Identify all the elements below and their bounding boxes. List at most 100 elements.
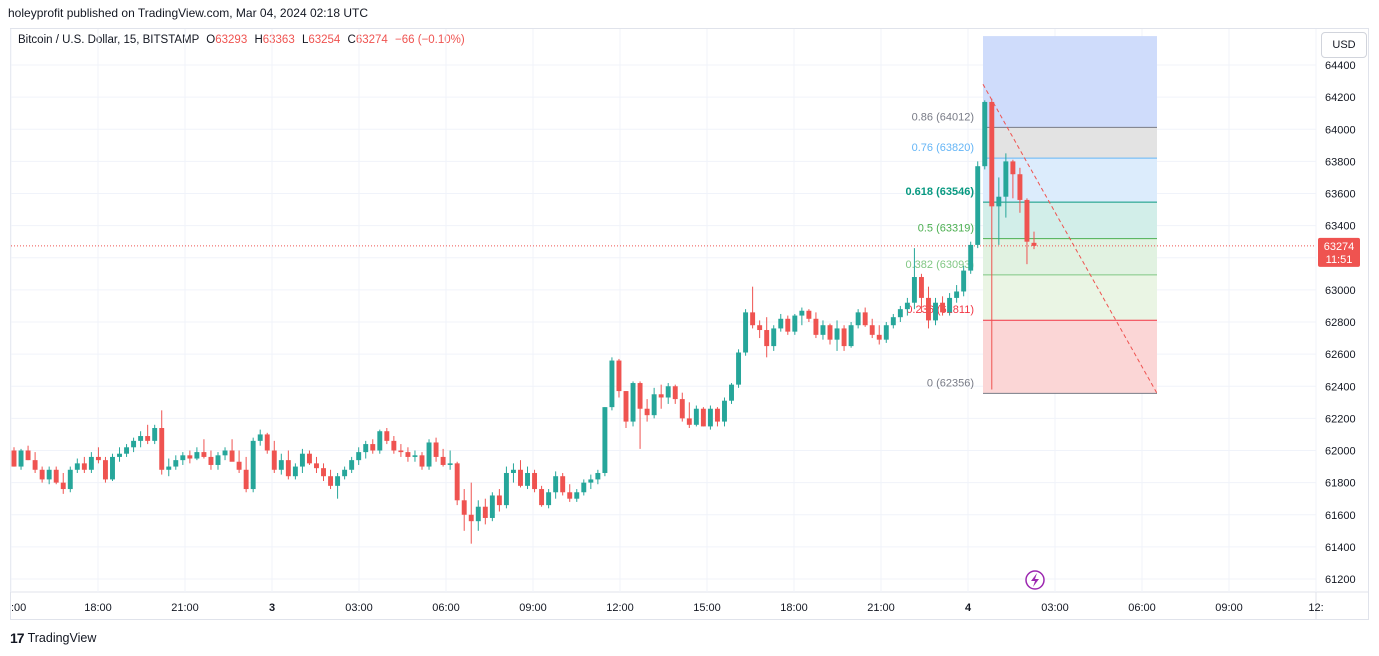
candle-body [426, 442, 432, 467]
y-tick-label: 62800 [1325, 317, 1356, 329]
candle-body [806, 310, 812, 319]
candle-body [39, 469, 45, 480]
y-tick-label: 63400 [1325, 221, 1356, 233]
symbol-name[interactable]: Bitcoin / U.S. Dollar, 15, BITSTAMP [18, 34, 200, 46]
candle-body [940, 302, 946, 313]
candle-body [180, 455, 186, 461]
candle-body [764, 330, 770, 347]
lightning-bolt-icon [1031, 573, 1039, 587]
candle-body [947, 297, 953, 313]
candle-body [637, 383, 643, 409]
fib-level-label: 0.5 (63319) [918, 223, 974, 235]
x-tick-label: 18:00 [780, 602, 808, 614]
candle-body [81, 463, 87, 470]
y-tick-label: 62400 [1325, 381, 1356, 393]
candle-body [264, 434, 270, 451]
y-tick-label: 63000 [1325, 285, 1356, 297]
candle-body [328, 476, 334, 486]
y-tick-label: 61800 [1325, 478, 1356, 490]
candle-body [883, 325, 889, 340]
currency-button[interactable]: USD [1321, 32, 1367, 58]
candle-body [609, 360, 615, 408]
candle-body [110, 456, 115, 480]
x-tick-label: 03:00 [345, 602, 373, 614]
candle-body [398, 450, 404, 453]
y-tick-label: 64400 [1325, 60, 1356, 72]
price-tag-countdown: 11:51 [1326, 254, 1353, 266]
candle-body [785, 318, 791, 332]
fib-zone [983, 158, 1157, 203]
candle-body [672, 386, 678, 400]
candle-body [827, 325, 833, 340]
candle-body [363, 444, 369, 453]
candle-body [616, 360, 622, 392]
candle-body [384, 431, 390, 441]
candle-body [876, 334, 882, 340]
candle-body [482, 506, 488, 518]
candle-body [95, 456, 101, 461]
candle-body [138, 436, 144, 441]
candle-body [124, 447, 130, 454]
candle-body [475, 506, 481, 522]
y-tick-label: 63600 [1325, 189, 1356, 201]
candle-body [117, 453, 122, 457]
candle-body [145, 436, 151, 441]
candle-body [412, 455, 418, 457]
fib-zone [983, 36, 1157, 128]
candle-body [926, 297, 931, 321]
fib-level-label: 0.618 (63546) [906, 186, 975, 198]
trend-line [982, 84, 1158, 394]
candle-body [194, 452, 200, 459]
candle-body [173, 460, 179, 467]
candle-body [349, 460, 355, 470]
candle-body [700, 408, 706, 427]
fib-zone [983, 238, 1157, 275]
candle-body [433, 442, 439, 457]
fib-level-label: 0.382 (63093) [906, 259, 975, 271]
candle-body [553, 476, 559, 493]
candle-body [489, 495, 495, 518]
open-label: O [206, 34, 216, 46]
candle-body [904, 302, 910, 310]
y-tick-label: 62000 [1325, 446, 1356, 458]
change-value: −66 (−0.10%) [395, 34, 465, 46]
candle-body [461, 500, 467, 515]
candle-body [201, 452, 207, 457]
candle-body [848, 325, 854, 347]
fib-level-label: 0.76 (63820) [912, 142, 974, 154]
candle-body [722, 400, 727, 422]
candle-body [166, 466, 172, 470]
x-tick-label: 06:00 [1128, 602, 1156, 614]
tradingview-logo-icon: 17 [10, 630, 25, 646]
candle-body [278, 460, 284, 470]
x-tick-label: 03:00 [1041, 602, 1069, 614]
candle-body [67, 469, 73, 490]
candle-body [1010, 161, 1016, 175]
candle-body [918, 277, 924, 298]
fib-zone [983, 202, 1157, 239]
fib-level-label: 0.86 (64012) [912, 111, 974, 123]
fib-level-label: 0 (62356) [927, 377, 974, 389]
candle-body [862, 312, 868, 326]
candle-body [525, 472, 530, 486]
fib-zone [983, 274, 1157, 321]
candle-body [757, 325, 763, 331]
candle-body [644, 408, 650, 416]
candle-body [468, 514, 474, 522]
candle-body [1017, 174, 1023, 200]
candle-body [602, 407, 608, 473]
candle-body [750, 312, 756, 326]
candle-body [954, 291, 960, 298]
candle-body [447, 463, 453, 465]
candle-body [285, 460, 291, 477]
candle-body [743, 312, 749, 353]
candle-body [658, 394, 664, 398]
high-label: H [254, 34, 263, 46]
candle-body [595, 472, 601, 480]
x-tick-label: 09:00 [519, 602, 547, 614]
y-tick-label: 61200 [1325, 574, 1356, 586]
candle-body [391, 440, 397, 451]
candle-body [187, 455, 193, 459]
candle-body [567, 492, 573, 499]
